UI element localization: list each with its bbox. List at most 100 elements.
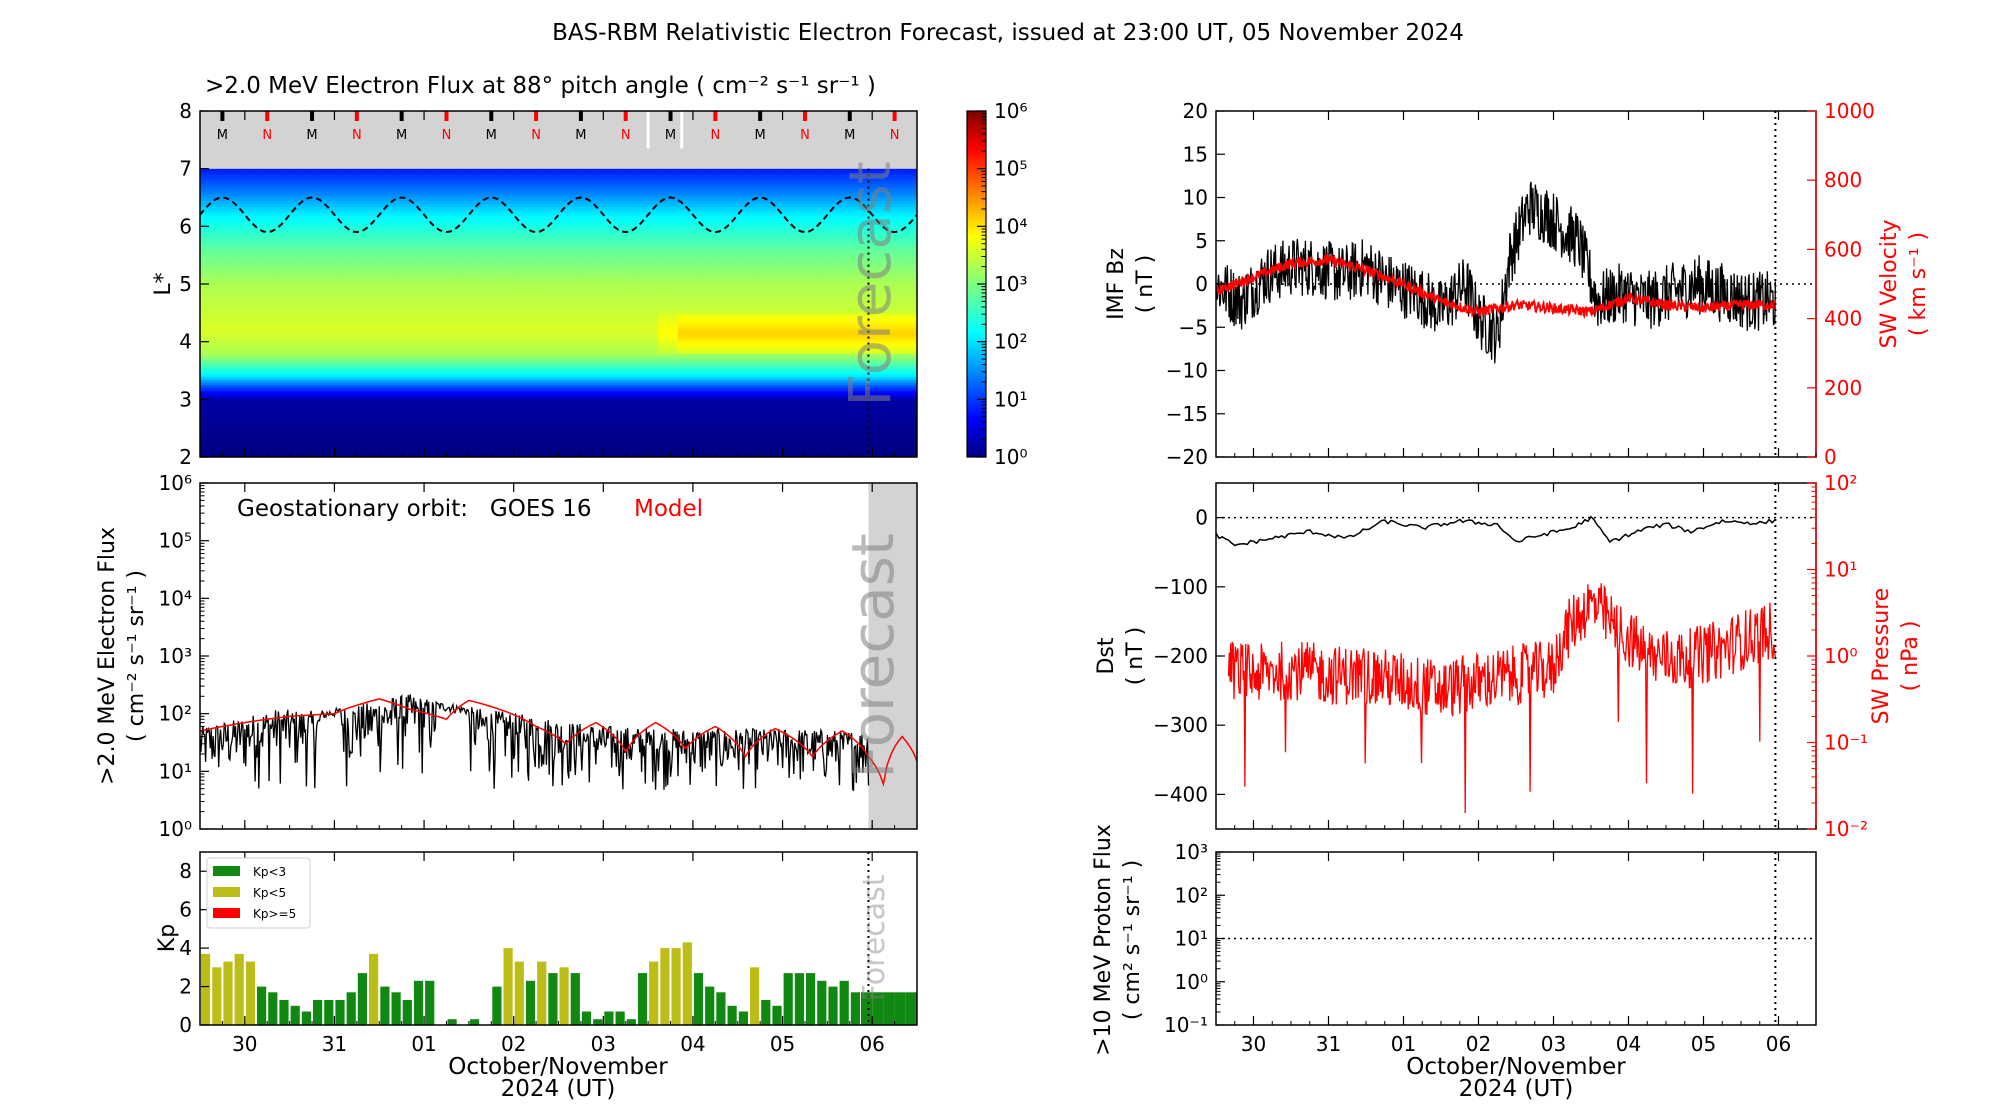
- heatmap-cell: [658, 439, 679, 444]
- heatmap-cell: [419, 396, 440, 400]
- heatmap-cell: [737, 439, 759, 444]
- geo-flux-ylabel-line1: >2.0 MeV Electron Flux: [95, 527, 120, 785]
- heatmap-cell: [538, 353, 560, 357]
- heatmap-cell: [319, 168, 340, 173]
- heatmap-cell: [339, 220, 360, 225]
- heatmap-cell: [478, 431, 500, 435]
- heatmap-cell: [498, 384, 520, 389]
- heatmap-cell: [578, 442, 599, 447]
- heatmap-cell: [200, 191, 221, 196]
- heatmap-cell: [737, 206, 759, 210]
- heatmap-cell: [558, 356, 579, 360]
- heatmap-cell: [817, 393, 838, 398]
- heatmap-cell: [618, 232, 639, 236]
- heatmap-cell: [219, 390, 241, 395]
- heatmap-cell: [379, 405, 400, 409]
- heatmap-cell: [777, 454, 799, 457]
- heatmap-cell: [319, 413, 340, 418]
- heatmap-cell: [339, 442, 360, 447]
- heatmap-cell: [817, 307, 838, 311]
- heatmap-cell: [538, 174, 560, 178]
- heatmap-cell: [279, 286, 301, 291]
- heatmap-cell: [518, 405, 540, 409]
- heatmap-cell: [259, 249, 281, 253]
- heatmap-cell: [518, 191, 540, 196]
- heatmap-cell: [458, 289, 480, 294]
- heatmap-cell: [319, 327, 340, 331]
- heatmap-cell: [598, 243, 619, 248]
- heatmap-cell: [717, 191, 739, 196]
- heatmap-cell: [538, 433, 560, 438]
- heatmap-cell: [558, 359, 579, 363]
- heatmap-cell: [518, 211, 540, 216]
- heatmap-cell: [857, 307, 878, 311]
- heatmap-cell: [498, 255, 520, 259]
- heatmap-cell: [797, 327, 818, 331]
- heatmap-cell: [359, 370, 380, 374]
- heatmap-cell: [678, 191, 699, 196]
- heatmap-cell: [737, 330, 759, 334]
- heatmap-cell: [279, 232, 301, 236]
- heatmap-cell: [279, 211, 301, 216]
- heatmap-cell: [558, 281, 579, 285]
- heatmap-cell: [259, 396, 281, 400]
- heatmap-cell: [737, 312, 759, 317]
- heatmap-cell: [200, 390, 221, 395]
- heatmap-cell: [279, 223, 301, 227]
- heatmap-cell: [319, 318, 340, 323]
- heatmap-cell: [458, 318, 480, 323]
- heatmap-cell: [757, 309, 779, 314]
- heatmap-cell: [598, 382, 619, 386]
- heatmap-cell: [618, 304, 639, 308]
- heatmap-cell: [299, 379, 321, 383]
- heatmap-cell: [498, 223, 520, 227]
- heatmap-cell: [219, 183, 241, 187]
- heatmap-cell: [817, 286, 838, 291]
- heatmap-cell: [419, 350, 440, 354]
- heatmap-cell: [359, 330, 380, 334]
- heatmap-cell: [897, 304, 917, 308]
- heatmap-cell: [498, 252, 520, 256]
- heatmap-cell: [618, 249, 639, 253]
- heatmap-cell: [419, 211, 440, 216]
- heatmap-cell: [339, 214, 360, 219]
- heatmap-cell: [817, 413, 838, 418]
- heatmap-cell: [877, 445, 898, 449]
- heatmap-cell: [558, 425, 579, 429]
- heatmap-cell: [618, 309, 639, 314]
- heatmap-cell: [299, 304, 321, 308]
- heatmap-cell: [897, 312, 917, 317]
- heatmap-cell: [658, 240, 679, 245]
- heatmap-cell: [439, 410, 460, 415]
- heatmap-cell: [578, 419, 599, 423]
- heatmap-cell: [478, 217, 500, 222]
- heatmap-cell: [259, 295, 281, 299]
- heatmap-cell: [757, 269, 779, 274]
- heatmap-cell: [638, 301, 659, 305]
- heatmap-cell: [200, 315, 221, 320]
- heatmap-cell: [697, 260, 719, 265]
- heatmap-cell: [259, 258, 281, 262]
- y-tick-label: 20: [1183, 99, 1208, 123]
- heatmap-cell: [777, 370, 799, 374]
- heatmap-cell: [757, 439, 779, 444]
- heatmap-cell: [458, 249, 480, 253]
- heatmap-cell: [379, 439, 400, 444]
- heatmap-cell: [638, 393, 659, 398]
- heatmap-cell: [219, 353, 241, 357]
- goes16-line: [200, 694, 870, 792]
- heatmap-cell: [339, 209, 360, 213]
- heatmap-cell: [658, 448, 679, 452]
- heatmap-cell: [379, 376, 400, 380]
- heatmap-cell: [598, 327, 619, 331]
- heatmap-cell: [279, 209, 301, 213]
- heatmap-cell: [817, 333, 838, 337]
- heatmap-cell: [379, 367, 400, 372]
- heatmap-cell: [777, 214, 799, 219]
- heatmap-cell: [458, 390, 480, 395]
- heatmap-cell: [518, 425, 540, 429]
- heatmap-cell: [419, 419, 440, 423]
- x-tick-label: 02: [1466, 1032, 1491, 1056]
- heatmap-cell: [897, 454, 917, 457]
